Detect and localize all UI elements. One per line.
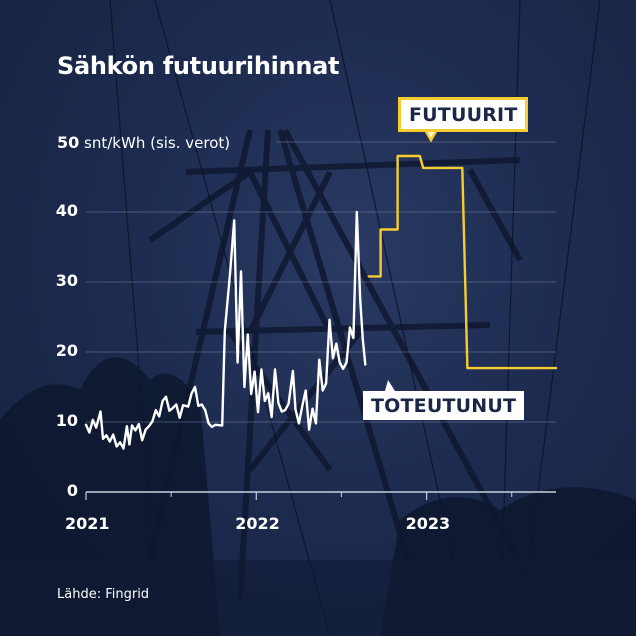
actual-callout: TOTEUTUNUT — [363, 391, 525, 420]
actual-price-line — [84, 210, 367, 450]
x-tick-label-2023: 2023 — [405, 514, 451, 533]
y-axis-unit-text: snt/kWh (sis. verot) — [84, 134, 231, 152]
y-tick-label-40: 40 — [55, 201, 78, 220]
ground-shade — [0, 560, 636, 636]
y-tick-label-0: 0 — [66, 481, 78, 500]
source-note: Lähde: Fingrid — [57, 587, 150, 602]
futures-callout: FUTUURIT — [398, 97, 529, 132]
futures-price-line — [367, 154, 558, 370]
x-tick-label-2021: 2021 — [65, 514, 110, 533]
y-axis-unit-label: 50 snt/kWh (sis. verot) — [57, 133, 230, 152]
y-tick-label-30: 30 — [55, 271, 78, 290]
y-tick-label-20: 20 — [55, 341, 78, 360]
x-tick-label-2022: 2022 — [235, 514, 280, 533]
y-axis-top-value: 50 — [57, 133, 80, 152]
chart-title: Sähkön futuurihinnat — [57, 52, 340, 80]
y-tick-label-10: 10 — [55, 411, 78, 430]
actual-callout-pointer — [385, 380, 395, 391]
